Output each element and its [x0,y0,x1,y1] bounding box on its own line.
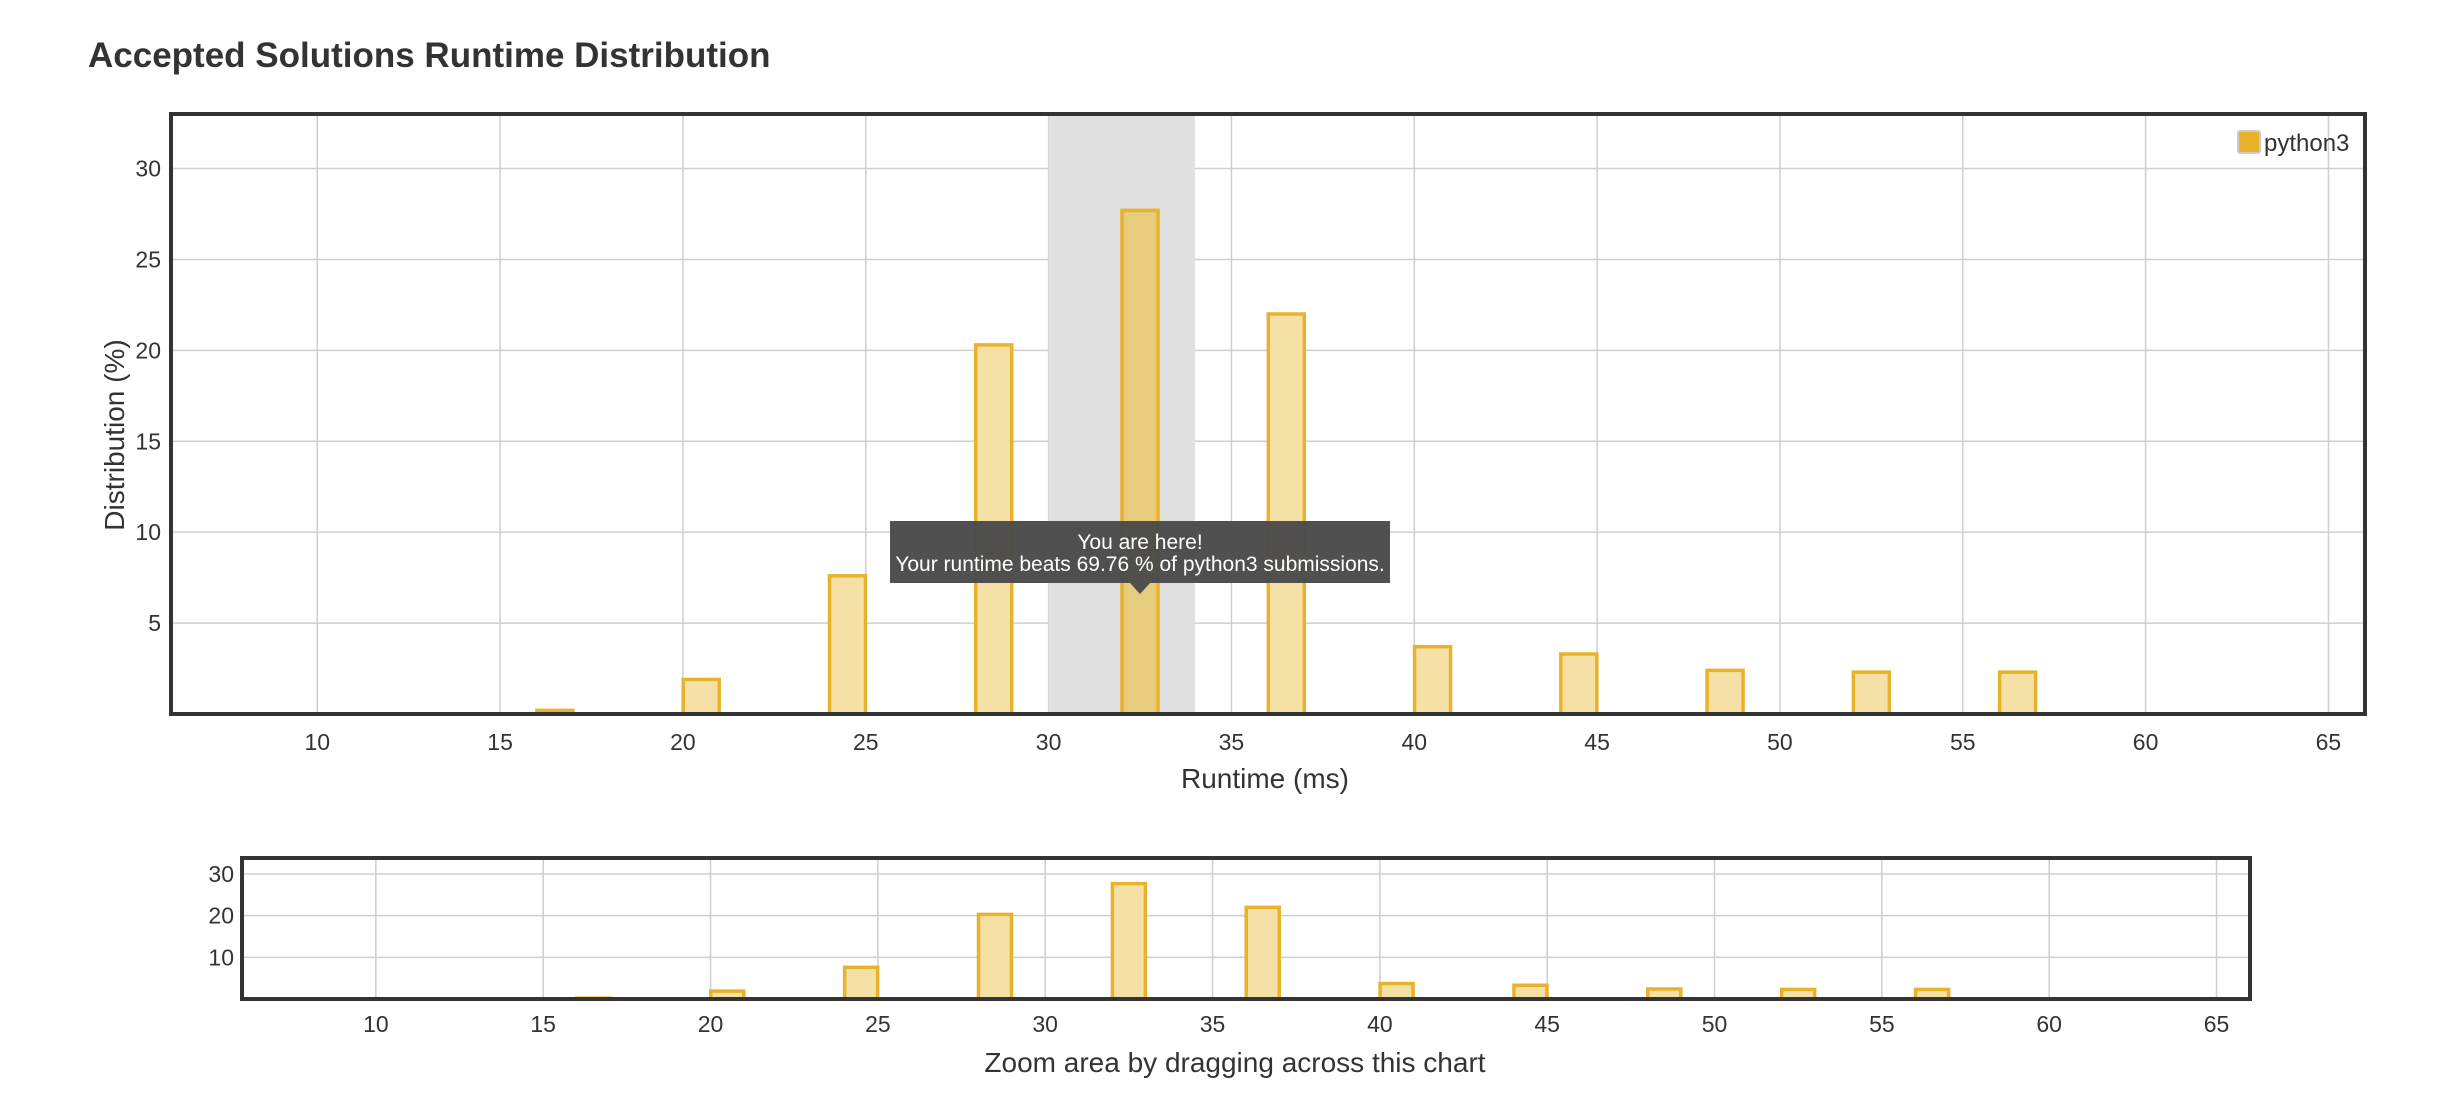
bar-56.5 [1997,670,2038,716]
y-tick-label-15: 15 [135,428,161,454]
nav-x-tick-label-20: 20 [698,1011,724,1037]
x-tick-label-50: 50 [1767,729,1793,755]
bar-52.5 [1851,670,1892,716]
main-y-tick-labels: 5 10 15 20 25 30 [135,156,161,637]
nav-x-tick-label-15: 15 [530,1011,556,1037]
tooltip-line-2: Your runtime beats 69.76 % of python3 su… [895,553,1385,576]
x-tick-label-10: 10 [304,729,330,755]
bar-36.5 [1266,312,1307,716]
nav-bar-36.5 [1244,905,1281,1001]
x-tick-label-65: 65 [2316,729,2342,755]
nav-x-tick-label-25: 25 [865,1011,891,1037]
x-axis-title: Runtime (ms) [1181,763,1349,794]
x-tick-label-40: 40 [1401,729,1427,755]
bar-32.5 [1120,208,1160,716]
main-bars [535,208,2038,716]
nav-bar-24.5 [842,965,880,1001]
main-x-tick-labels: 10 15 20 25 30 35 40 45 50 55 60 65 [304,729,2341,755]
navigator-zoom-area[interactable] [240,856,2252,1001]
y-tick-label-30: 30 [135,156,161,182]
navigator-caption: Zoom area by dragging across this chart [984,1047,1485,1078]
nav-bar-32.5 [1110,881,1148,1001]
nav-x-tick-label-10: 10 [363,1011,389,1037]
main-plot-frame[interactable] [169,112,2367,716]
nav-y-tick-label-20: 20 [208,903,234,929]
nav-x-tick-label-50: 50 [1702,1011,1728,1037]
x-tick-label-15: 15 [487,729,513,755]
tooltip: You are here! Your runtime beats 69.76 %… [890,521,1391,594]
y-tick-label-20: 20 [135,337,161,363]
x-tick-label-20: 20 [670,729,696,755]
bar-20.5 [681,677,721,716]
bar-48.5 [1705,668,1745,716]
nav-x-tick-label-35: 35 [1200,1011,1226,1037]
y-tick-label-25: 25 [135,246,161,272]
y-tick-label-10: 10 [135,519,161,545]
legend[interactable]: python3 [2237,130,2349,157]
nav-x-tick-label-65: 65 [2204,1011,2230,1037]
nav-x-tick-label-60: 60 [2036,1011,2062,1037]
page-title: Accepted Solutions Runtime Distribution [88,36,771,75]
legend-swatch-python3 [2237,130,2261,154]
x-tick-label-60: 60 [2133,729,2159,755]
nav-x-tick-label-45: 45 [1534,1011,1560,1037]
x-tick-label-45: 45 [1584,729,1610,755]
nav-y-tick-label-10: 10 [208,944,234,970]
nav-y-tick-label-30: 30 [208,861,234,887]
x-tick-label-25: 25 [853,729,879,755]
navigator-x-tick-labels: 10 15 20 25 30 35 40 45 50 55 60 65 [363,1011,2229,1037]
nav-x-tick-label-55: 55 [1869,1011,1895,1037]
navigator-y-tick-labels: 10 20 30 [208,861,234,970]
nav-bar-44.5 [1512,983,1549,1001]
y-tick-label-5: 5 [148,610,161,636]
navigator-bars [575,881,1951,1001]
y-axis-title: Distribution (%) [99,339,130,530]
bar-44.5 [1559,652,1599,716]
bar-24.5 [827,574,868,716]
x-tick-label-55: 55 [1950,729,1976,755]
bar-40.5 [1412,644,1453,716]
nav-bar-40.5 [1378,981,1415,1001]
x-tick-label-30: 30 [1036,729,1062,755]
nav-bar-28.5 [976,912,1014,1001]
tooltip-line-1: You are here! [1077,531,1202,554]
x-tick-label-35: 35 [1219,729,1245,755]
tooltip-box [890,521,1391,594]
nav-x-tick-label-30: 30 [1032,1011,1058,1037]
nav-x-tick-label-40: 40 [1367,1011,1393,1037]
legend-label-python3: python3 [2264,130,2349,157]
